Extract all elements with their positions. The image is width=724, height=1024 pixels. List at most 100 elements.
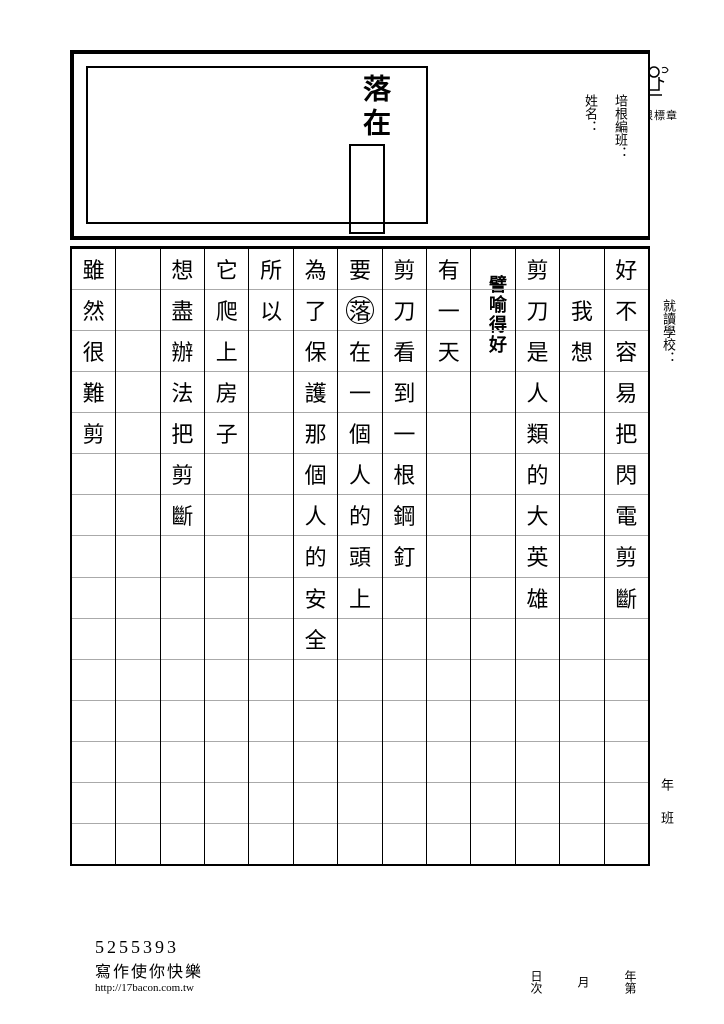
grid-cell xyxy=(205,495,248,536)
grid-cell xyxy=(161,536,204,577)
grid-cell xyxy=(383,824,426,864)
grid-cell xyxy=(116,619,159,660)
grid-cell xyxy=(161,578,204,619)
grid-column: 有一天 xyxy=(426,249,470,864)
grid-cell xyxy=(471,495,514,536)
grid-cell xyxy=(338,619,381,660)
grid-cell xyxy=(471,290,514,331)
grid-cell: 英 xyxy=(516,536,559,577)
grid-column: 雖然很難剪 xyxy=(72,249,115,864)
grid-cell: 刀 xyxy=(383,290,426,331)
grid-cell xyxy=(72,660,115,701)
grid-cell xyxy=(116,495,159,536)
school-label: 就讀學校： xyxy=(659,299,678,849)
grid-cell xyxy=(294,660,337,701)
grid-cell xyxy=(560,619,603,660)
grid-column: 要落在一個人的頭上 xyxy=(337,249,381,864)
grid-cell xyxy=(116,742,159,783)
grid-cell xyxy=(560,660,603,701)
grid-cell xyxy=(161,742,204,783)
grid-cell: 一 xyxy=(427,290,470,331)
date-b: 月 xyxy=(575,970,592,994)
grid-cell xyxy=(560,372,603,413)
grid-cell: 的 xyxy=(294,536,337,577)
grid-cell xyxy=(249,660,292,701)
grid-cell: 盡 xyxy=(161,290,204,331)
grid-cell: 難 xyxy=(72,372,115,413)
grid-cell xyxy=(72,619,115,660)
grid-cell xyxy=(560,783,603,824)
grid-cell xyxy=(116,413,159,454)
grid-cell xyxy=(383,619,426,660)
grid-cell: 根 xyxy=(383,454,426,495)
side-labels: 就讀學校： xyxy=(659,299,678,849)
grid-cell: 人 xyxy=(294,495,337,536)
grid-cell: 落 xyxy=(338,290,381,331)
writing-grid: 就讀學校： 年班 好不容易把閃電剪斷我想剪刀是人類的大英雄有一天剪刀看到一根鋼釘… xyxy=(70,246,650,866)
grid-cell: 頭 xyxy=(338,536,381,577)
grid-cell xyxy=(249,495,292,536)
grid-cell: 把 xyxy=(605,413,648,454)
grid-cell: 個 xyxy=(294,454,337,495)
grid-cell xyxy=(560,742,603,783)
grid-cell xyxy=(605,701,648,742)
grid-cell: 辦 xyxy=(161,331,204,372)
grid-cell: 房 xyxy=(205,372,248,413)
grid-cell: 了 xyxy=(294,290,337,331)
grid-cell xyxy=(116,783,159,824)
grid-cell xyxy=(383,783,426,824)
grid-cell: 容 xyxy=(605,331,648,372)
grid-cell xyxy=(205,660,248,701)
grid-cell xyxy=(383,742,426,783)
grid-cell: 剪 xyxy=(516,249,559,290)
grid-cell: 護 xyxy=(294,372,337,413)
grid-cell: 釘 xyxy=(383,536,426,577)
grid-cell xyxy=(294,824,337,864)
grid-cell xyxy=(471,783,514,824)
title-blank-box[interactable] xyxy=(349,144,385,234)
grid-cell: 易 xyxy=(605,372,648,413)
grid-cell: 的 xyxy=(338,495,381,536)
grid-cell: 法 xyxy=(161,372,204,413)
grid-cell: 天 xyxy=(427,331,470,372)
grid-cell xyxy=(471,701,514,742)
grid-cell: 是 xyxy=(516,331,559,372)
grid-cell xyxy=(249,701,292,742)
grid-cell: 好 xyxy=(605,249,648,290)
grid-cell: 爬 xyxy=(205,290,248,331)
grid-cell: 所 xyxy=(249,249,292,290)
grid-cell xyxy=(72,578,115,619)
grid-cell xyxy=(116,290,159,331)
grid-cell xyxy=(249,536,292,577)
grid-column: 為了保護那個人的安全 xyxy=(293,249,337,864)
grid-cell xyxy=(205,824,248,864)
grid-cell: 人 xyxy=(338,454,381,495)
grid-cell xyxy=(116,454,159,495)
grid-cell xyxy=(516,742,559,783)
grid-cell xyxy=(427,783,470,824)
grid-cell: 鋼 xyxy=(383,495,426,536)
grid-cell: 子 xyxy=(205,413,248,454)
grid-column: 剪刀是人類的大英雄 xyxy=(515,249,559,864)
grid-cell xyxy=(383,578,426,619)
grid-cell: 想 xyxy=(161,249,204,290)
grid-cell: 電 xyxy=(605,495,648,536)
date-a: 日次 xyxy=(528,970,545,994)
grid-cell: 的 xyxy=(516,454,559,495)
grid-cell xyxy=(427,413,470,454)
grid-cell: 全 xyxy=(294,619,337,660)
grid-cell xyxy=(560,824,603,864)
footer-slogan: 寫作使你快樂 xyxy=(95,958,203,982)
grid-cell xyxy=(72,783,115,824)
grid-cell xyxy=(249,742,292,783)
grid-cell: 看 xyxy=(383,331,426,372)
grid-cell: 安 xyxy=(294,578,337,619)
grid-cell: 然 xyxy=(72,290,115,331)
grid-cell xyxy=(471,619,514,660)
grid-cell xyxy=(249,413,292,454)
grid-cell xyxy=(605,783,648,824)
grid-cell xyxy=(471,824,514,864)
grid-column: 想盡辦法把剪斷 xyxy=(160,249,204,864)
grid-column: 我想 xyxy=(559,249,603,864)
grid-cell xyxy=(338,742,381,783)
